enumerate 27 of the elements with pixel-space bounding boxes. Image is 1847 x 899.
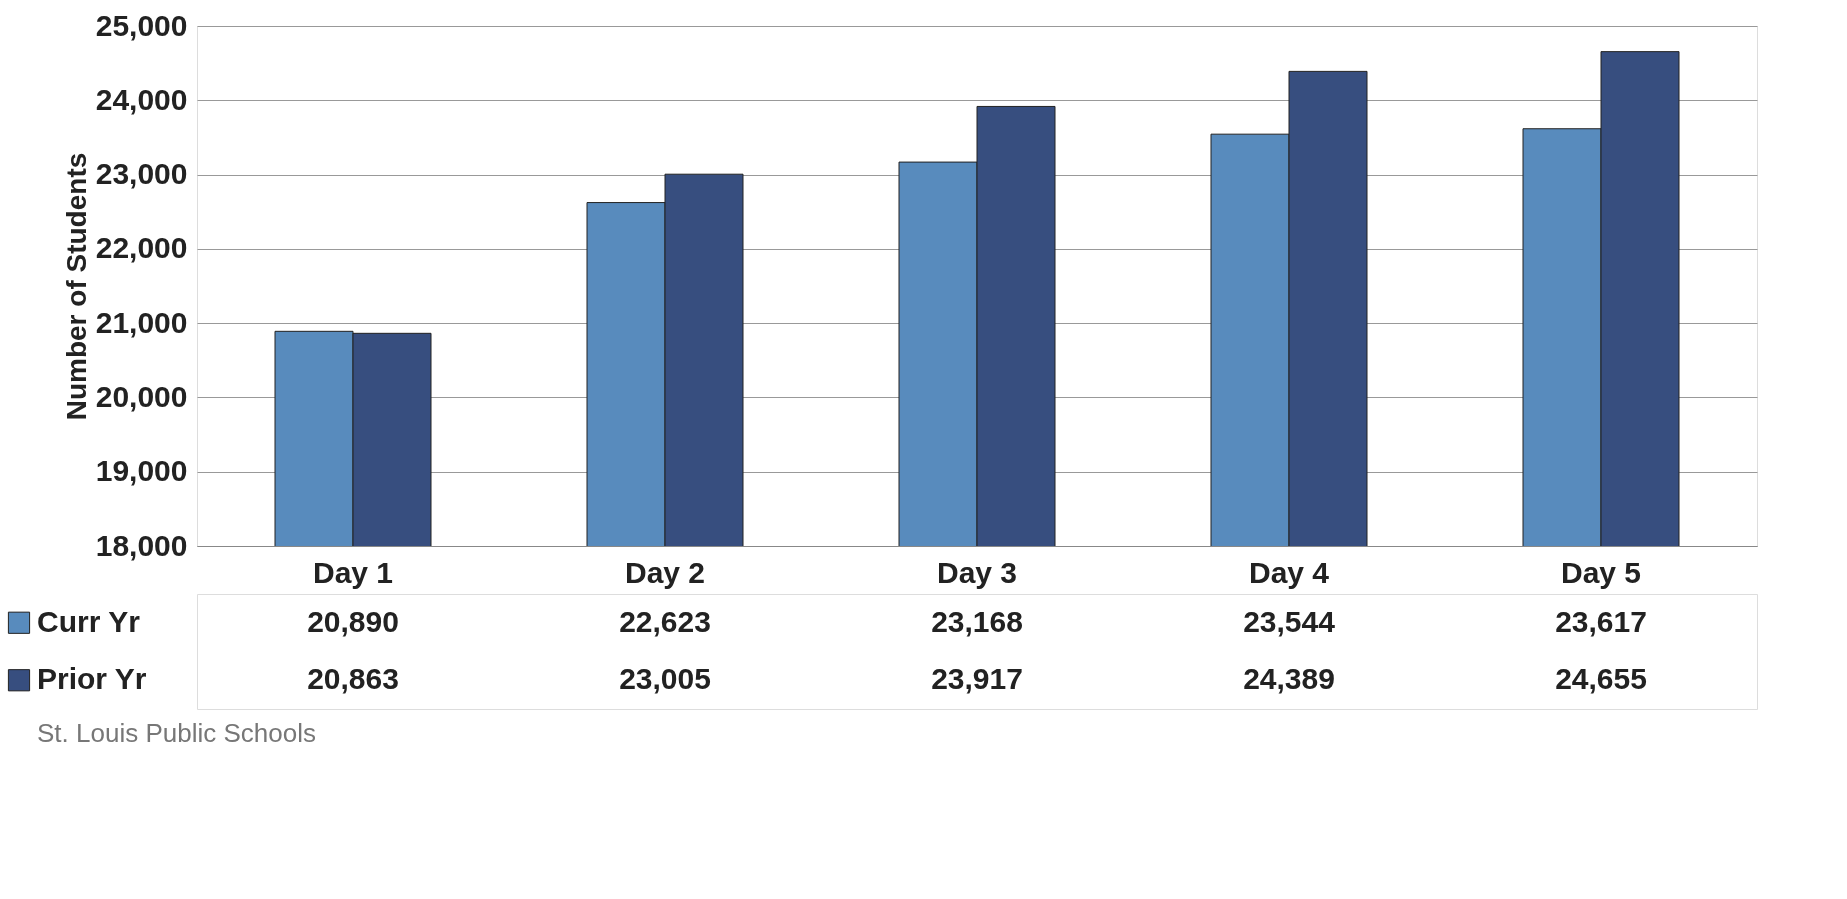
data-label: 20,863 [307, 662, 399, 696]
data-label: 20,890 [307, 604, 399, 638]
x-tick-label: Day 3 [936, 555, 1018, 589]
x-tick-label: Day 2 [624, 555, 706, 589]
y-tick-label: 19,000 [95, 454, 188, 488]
legend-label: Prior Yr [37, 662, 147, 696]
x-tick-label: Day 5 [1560, 555, 1642, 589]
y-tick-label: 21,000 [95, 305, 188, 339]
data-label: 23,544 [1243, 604, 1336, 638]
y-tick-label: 25,000 [95, 8, 188, 42]
x-tick-label: Day 4 [1248, 555, 1330, 589]
text: St. Louis Public Schools [37, 718, 316, 748]
legend-label: Curr Yr [37, 604, 141, 638]
data-label: 22,623 [619, 604, 711, 638]
data-label: 23,005 [619, 662, 711, 696]
y-tick-label: 20,000 [95, 379, 188, 413]
y-tick-label: 23,000 [95, 157, 188, 191]
y-axis-title: Number of Students [60, 152, 92, 421]
data-label: 23,917 [931, 662, 1023, 696]
y-tick-label: 22,000 [95, 231, 188, 265]
data-label: 23,168 [931, 604, 1023, 638]
data-label: 23,617 [1555, 604, 1647, 638]
y-tick-label: 18,000 [95, 528, 188, 562]
y-tick-label: 24,000 [95, 82, 188, 116]
data-label: 24,389 [1243, 662, 1335, 696]
data-label: 24,655 [1555, 662, 1647, 696]
x-tick-label: Day 1 [312, 555, 394, 589]
